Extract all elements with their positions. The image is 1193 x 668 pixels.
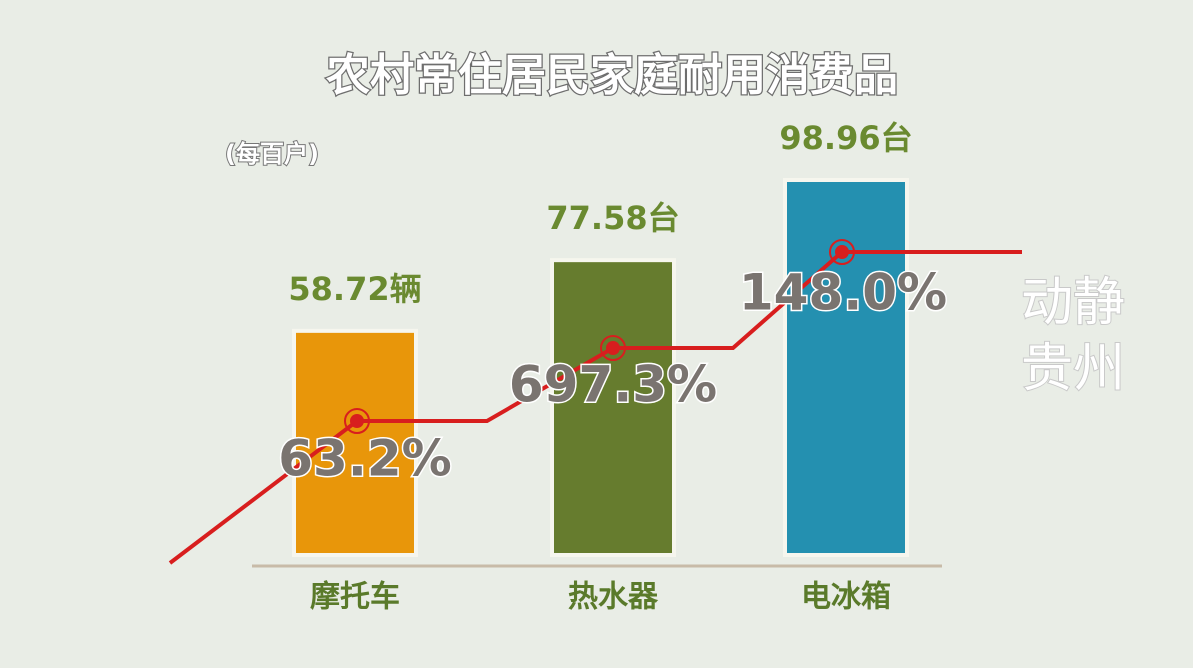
dot-ring [829, 239, 855, 265]
chart-subtitle: (每百户) [225, 140, 319, 168]
dot [835, 245, 849, 259]
x-tick-label: 摩托车 [310, 580, 400, 615]
trend-dots [344, 239, 855, 434]
dot-ring [600, 335, 626, 361]
value-label: 77.58台 [546, 199, 679, 237]
bar [554, 262, 672, 553]
chart-title: 农村常住居民家庭耐用消费品 [326, 50, 898, 101]
x-tick-label: 热水器 [568, 580, 659, 615]
dot [350, 414, 364, 428]
bar [787, 182, 905, 553]
annotation: 148.0% [739, 264, 947, 322]
bars [292, 178, 909, 557]
bar [296, 332, 414, 553]
value-label: 58.72辆 [288, 270, 421, 308]
annotation: 63.2% [278, 430, 451, 488]
dot [606, 341, 620, 355]
watermark: 贵州 [1021, 339, 1125, 399]
dot-ring [344, 408, 370, 434]
watermark: 动静 [1021, 273, 1125, 333]
annotation: 697.3% [509, 356, 717, 414]
value-label: 98.96台 [779, 119, 912, 157]
x-tick-label: 电冰箱 [801, 580, 891, 615]
